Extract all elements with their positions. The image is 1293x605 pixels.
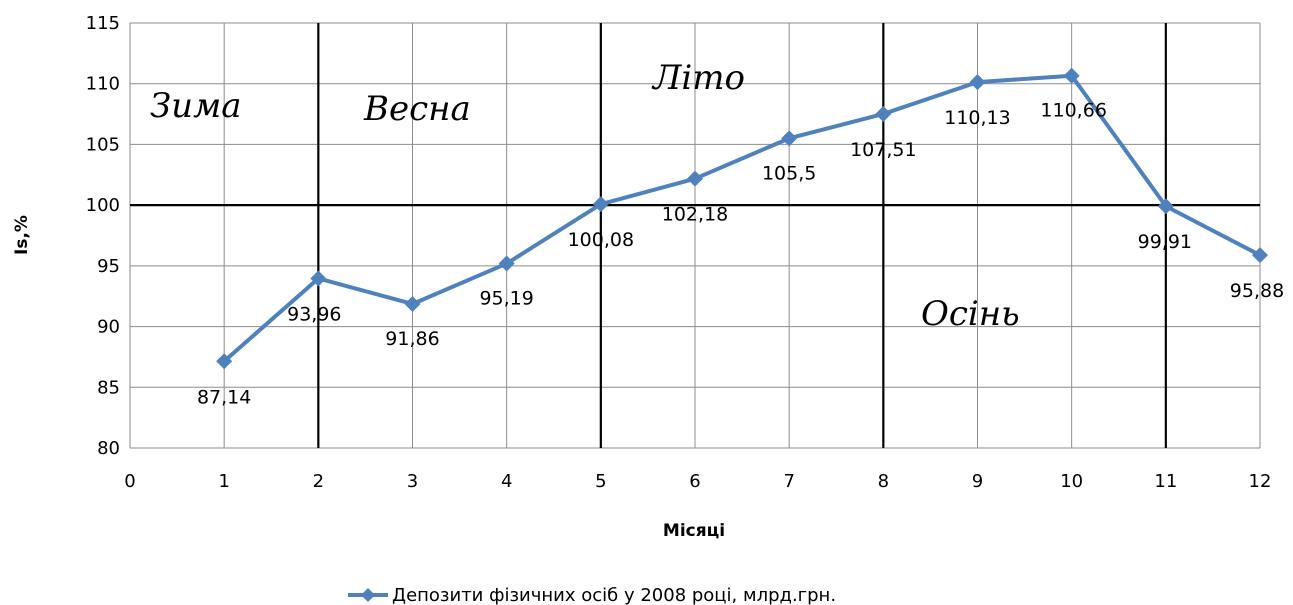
data-label: 91,86 xyxy=(385,328,439,350)
data-label: 102,18 xyxy=(662,204,728,226)
data-point-marker xyxy=(310,270,327,287)
data-point-marker xyxy=(687,170,703,187)
season-label-autumn: Осінь xyxy=(921,294,1020,334)
data-point-marker xyxy=(875,105,892,122)
y-tick-label: 80 xyxy=(97,438,120,459)
y-tick-label: 85 xyxy=(97,377,120,398)
legend-label: Депозити фізичних осіб у 2008 році, млрд… xyxy=(392,585,836,605)
y-tick-label: 105 xyxy=(86,134,120,155)
data-label: 110,13 xyxy=(944,107,1010,129)
y-tick-labels: 80 85 90 95 100 105 110 115 xyxy=(86,13,120,459)
season-label-summer: Літо xyxy=(651,58,745,98)
reference-lines xyxy=(130,23,1260,448)
x-tick-label: 1 xyxy=(218,471,229,492)
x-tick-label: 12 xyxy=(1249,471,1272,492)
data-label: 105,5 xyxy=(762,162,816,184)
data-label: 110,66 xyxy=(1040,100,1106,122)
data-point-marker xyxy=(498,255,515,272)
x-axis-title: Місяці xyxy=(663,521,725,541)
data-label: 87,14 xyxy=(197,386,251,408)
data-label: 95,19 xyxy=(479,288,533,310)
data-label: 100,08 xyxy=(568,229,634,251)
data-point-marker xyxy=(592,196,609,213)
y-tick-label: 100 xyxy=(86,195,120,216)
x-tick-label: 10 xyxy=(1060,471,1083,492)
x-tick-label: 0 xyxy=(124,471,135,492)
y-tick-label: 90 xyxy=(97,317,120,338)
data-point-marker xyxy=(216,353,233,370)
x-tick-label: 6 xyxy=(689,471,700,492)
legend: Депозити фізичних осіб у 2008 році, млрд… xyxy=(348,585,836,605)
data-point-marker xyxy=(1063,67,1080,84)
season-label-winter: Зима xyxy=(150,86,242,126)
series-line xyxy=(216,67,1268,370)
y-tick-label: 110 xyxy=(86,74,120,95)
x-tick-label: 3 xyxy=(407,471,418,492)
x-tick-label: 2 xyxy=(313,471,324,492)
data-point-marker xyxy=(781,130,798,147)
data-point-marker xyxy=(1252,247,1268,264)
y-tick-label: 115 xyxy=(86,13,120,34)
y-axis-title: Is,% xyxy=(12,215,32,255)
x-tick-label: 9 xyxy=(972,471,983,492)
x-tick-label: 8 xyxy=(878,471,889,492)
x-tick-labels: 0 1 2 3 4 5 6 7 8 9 10 11 12 xyxy=(124,471,1271,492)
x-tick-label: 5 xyxy=(595,471,606,492)
data-label: 95,88 xyxy=(1230,280,1284,302)
season-label-spring: Весна xyxy=(363,89,471,129)
x-tick-label: 11 xyxy=(1154,471,1177,492)
data-labels: 87,14 93,96 91,86 95,19 100,08 102,18 105,5 107… xyxy=(197,100,1284,409)
data-label: 99,91 xyxy=(1138,231,1192,253)
x-tick-label: 7 xyxy=(783,471,794,492)
y-tick-label: 95 xyxy=(97,256,120,277)
data-label: 93,96 xyxy=(287,303,341,325)
data-point-marker xyxy=(1157,198,1174,215)
data-point-marker xyxy=(969,74,986,91)
series-polyline xyxy=(222,73,1261,363)
data-point-marker xyxy=(404,295,421,312)
data-label: 107,51 xyxy=(850,139,916,161)
legend-marker-swatch xyxy=(361,588,375,602)
x-tick-label: 4 xyxy=(501,471,512,492)
